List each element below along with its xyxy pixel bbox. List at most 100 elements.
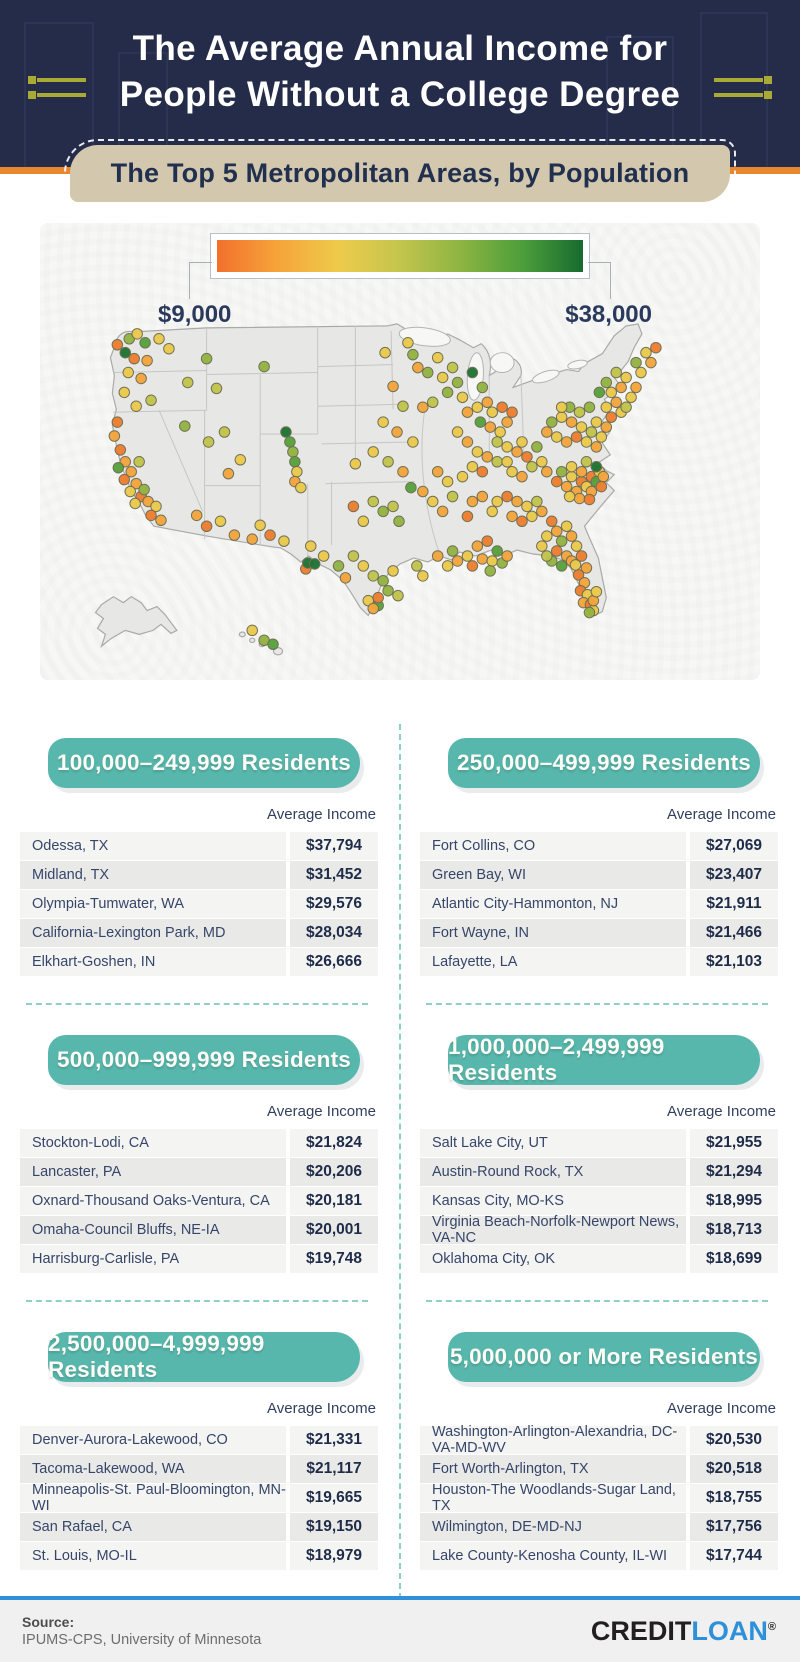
income-value: $18,755	[690, 1484, 778, 1512]
metro-dot	[200, 352, 213, 365]
income-value: $18,713	[690, 1216, 778, 1244]
alaska-outline	[94, 595, 178, 648]
metro-dot	[491, 545, 503, 557]
table-row: Green Bay, WI $23,407	[420, 861, 778, 889]
metro-dot	[131, 328, 143, 340]
metro-dot	[555, 465, 568, 478]
metro-dots	[108, 328, 662, 651]
metro-dot	[417, 401, 429, 413]
metro-dot	[139, 337, 151, 349]
metro-dot	[387, 380, 399, 393]
table-rows: Fort Collins, CO $27,069 Green Bay, WI $23,…	[420, 832, 778, 976]
metro-dot	[590, 460, 603, 473]
metro-dot	[317, 550, 330, 562]
metro-name: Fort Collins, CO	[420, 832, 686, 860]
income-value: $21,824	[290, 1129, 378, 1157]
metro-name: Lancaster, PA	[20, 1158, 286, 1186]
us-map	[52, 315, 748, 677]
metro-dot	[560, 436, 573, 448]
metro-dot	[575, 421, 588, 433]
income-value: $37,794	[290, 832, 378, 860]
metro-dot	[555, 535, 568, 547]
metro-dot	[550, 431, 563, 443]
metro-dot	[118, 386, 131, 399]
metro-dot	[190, 509, 203, 522]
column-header-average-income: Average Income	[667, 1400, 776, 1417]
footer: Source: IPUMS-CPS, University of Minneso…	[0, 1596, 800, 1662]
legend-gradient-bar	[217, 240, 583, 272]
horizontal-dashed-divider	[426, 1003, 768, 1005]
income-value: $20,206	[290, 1158, 378, 1186]
metro-dot	[461, 406, 474, 418]
metro-dot	[583, 401, 596, 413]
table-row: San Rafael, CA $19,150	[20, 1513, 378, 1541]
metro-dot	[486, 505, 498, 518]
metro-dot	[377, 575, 389, 587]
metro-dot	[246, 533, 258, 545]
table-row: Atlantic City-Hammonton, NJ $21,911	[420, 890, 778, 918]
table-row: Fort Wayne, IN $21,466	[420, 919, 778, 947]
metro-dot	[590, 441, 603, 453]
metro-dot	[526, 510, 538, 523]
metro-dot	[138, 483, 150, 496]
source-label: Source:	[22, 1614, 75, 1630]
metro-dot	[441, 475, 454, 488]
table-row: Houston-The Woodlands-Sugar Land, TX $18,…	[420, 1482, 778, 1514]
metro-dot	[357, 515, 370, 528]
legend-connector-right	[588, 262, 611, 299]
map-section: $9,000 $38,000	[40, 223, 760, 680]
metro-dot	[550, 525, 563, 537]
metro-name: Tacoma-Lakewood, WA	[20, 1455, 286, 1483]
income-table: 250,000–499,999 Residents Average Income…	[400, 738, 800, 1003]
metro-dot	[555, 401, 568, 413]
metro-dot	[575, 550, 588, 562]
logo-loan: LOAN	[691, 1615, 768, 1646]
table-header-pill: 250,000–499,999 Residents	[448, 738, 760, 788]
table-row: Washington-Arlington-Alexandria, DC-VA-M…	[420, 1424, 778, 1456]
page-title: The Average Annual Income for People Wit…	[0, 0, 800, 118]
metro-dot	[456, 470, 469, 483]
metro-dot	[471, 401, 484, 413]
accent-square	[28, 91, 36, 99]
metro-dot	[486, 406, 498, 418]
metro-dot	[431, 465, 444, 478]
metro-name: Harrisburg-Carlisle, PA	[20, 1245, 286, 1273]
metro-name: Stockton-Lodi, CA	[20, 1129, 286, 1157]
metro-name: Lake County-Kenosha County, IL-WI	[420, 1542, 686, 1570]
table-row: Fort Collins, CO $27,069	[420, 832, 778, 860]
metro-dot	[570, 540, 583, 552]
metro-dot	[108, 430, 121, 442]
metro-dot	[234, 454, 247, 466]
metro-dot	[367, 602, 379, 615]
table-row: Fort Worth-Arlington, TX $20,518	[420, 1455, 778, 1483]
metro-dot	[451, 555, 464, 567]
registered-mark: ®	[767, 1620, 776, 1633]
metro-dot	[461, 510, 474, 523]
metro-dot	[555, 411, 568, 423]
metro-dot	[635, 366, 647, 379]
legend-connector-left	[189, 262, 212, 299]
metro-dot	[580, 562, 593, 574]
metro-name: San Rafael, CA	[20, 1513, 286, 1541]
metro-dot	[382, 584, 394, 597]
metro-name: California-Lexington Park, MD	[20, 919, 286, 947]
table-row: Harrisburg-Carlisle, PA $19,748	[20, 1245, 378, 1273]
metro-dot	[339, 572, 352, 584]
metro-dot	[258, 360, 270, 373]
metro-dot	[446, 490, 459, 503]
page-title-line2: People Without a College Degree	[119, 75, 681, 115]
metro-dot	[456, 391, 469, 404]
metro-dot	[446, 361, 459, 374]
metro-dot	[145, 394, 157, 407]
metro-dot	[222, 467, 235, 480]
income-value: $21,103	[690, 948, 778, 976]
table-header-pill: 100,000–249,999 Residents	[48, 738, 360, 788]
table-rows: Odessa, TX $37,794 Midland, TX $31,452 Olymp…	[20, 832, 378, 976]
metro-name: Minneapolis-St. Paul-Bloomington, MN-WI	[20, 1482, 286, 1514]
metro-dot	[228, 529, 241, 541]
accent-line	[714, 93, 763, 97]
metro-dot	[491, 436, 503, 448]
metro-dot	[129, 497, 141, 510]
metro-dot	[114, 444, 127, 456]
metro-dot	[476, 553, 489, 565]
